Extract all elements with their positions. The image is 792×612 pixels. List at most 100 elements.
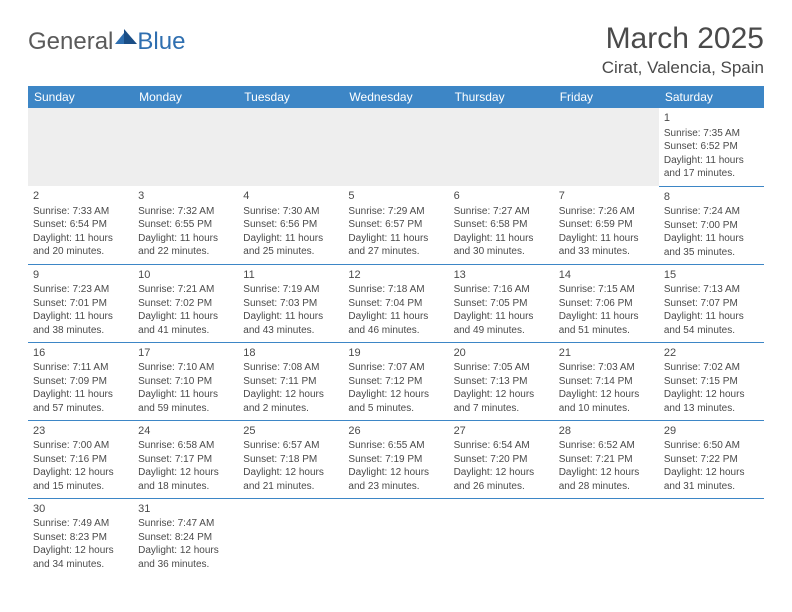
sunset: Sunset: 7:02 PM	[138, 297, 233, 311]
weekday-header: Sunday	[28, 86, 133, 108]
day-number: 7	[559, 189, 654, 204]
page-title: March 2025	[602, 22, 764, 56]
calendar-day: 16Sunrise: 7:11 AMSunset: 7:09 PMDayligh…	[28, 342, 133, 420]
sunrise: Sunrise: 7:03 AM	[559, 361, 654, 375]
calendar-week: 16Sunrise: 7:11 AMSunset: 7:09 PM Dayligh…	[28, 342, 764, 420]
daylight: Daylight: 11 hours and 38 minutes.	[33, 310, 128, 337]
daylight: Daylight: 12 hours and 31 minutes.	[664, 466, 759, 493]
daylight: Daylight: 12 hours and 36 minutes.	[138, 544, 233, 571]
calendar-day: 27Sunrise: 6:54 AMSunset: 7:20 PMDayligh…	[449, 420, 554, 498]
calendar-week: 2Sunrise: 7:33 AMSunset: 6:54 PMDaylight…	[28, 186, 764, 264]
calendar-page: General Blue March 2025 Cirat, Valencia,…	[0, 0, 792, 576]
calendar-day: 20Sunrise: 7:05 AMSunset: 7:13 PMDayligh…	[449, 342, 554, 420]
daylight: Daylight: 11 hours and 27 minutes.	[348, 232, 443, 259]
day-number: 20	[454, 346, 549, 361]
calendar-day: 30Sunrise: 7:49 AMSunset: 8:23 PMDayligh…	[28, 498, 133, 576]
sunset: Sunset: 7:18 PM	[243, 453, 338, 467]
sunset: Sunset: 7:05 PM	[454, 297, 549, 311]
sunset: Sunset: 7:16 PM	[33, 453, 128, 467]
calendar-day: 6Sunrise: 7:27 AMSunset: 6:58 PMDaylight…	[449, 186, 554, 264]
calendar-week: 9Sunrise: 7:23 AMSunset: 7:01 PMDaylight…	[28, 264, 764, 342]
calendar-day-empty	[449, 498, 554, 576]
sunset: Sunset: 7:09 PM	[33, 375, 128, 389]
daylight: Daylight: 11 hours and 25 minutes.	[243, 232, 338, 259]
sunrise: Sunrise: 7:16 AM	[454, 283, 549, 297]
calendar-week: 30Sunrise: 7:49 AMSunset: 8:23 PMDayligh…	[28, 498, 764, 576]
calendar-day: 22Sunrise: 7:02 AMSunset: 7:15 PMDayligh…	[659, 342, 764, 420]
daylight: Daylight: 12 hours and 10 minutes.	[559, 388, 654, 415]
sunset: Sunset: 7:13 PM	[454, 375, 549, 389]
daylight: Daylight: 12 hours and 5 minutes.	[348, 388, 443, 415]
day-number: 13	[454, 268, 549, 283]
daylight: Daylight: 12 hours and 28 minutes.	[559, 466, 654, 493]
day-number: 29	[664, 424, 759, 439]
day-number: 10	[138, 268, 233, 283]
day-number: 22	[664, 346, 759, 361]
sunset: Sunset: 7:20 PM	[454, 453, 549, 467]
daylight: Daylight: 11 hours and 51 minutes.	[559, 310, 654, 337]
title-block: March 2025 Cirat, Valencia, Spain	[602, 22, 764, 78]
daylight: Daylight: 11 hours and 22 minutes.	[138, 232, 233, 259]
sunrise: Sunrise: 6:52 AM	[559, 439, 654, 453]
sunrise: Sunrise: 7:02 AM	[664, 361, 759, 375]
day-number: 2	[33, 189, 128, 204]
calendar-day: 8Sunrise: 7:24 AMSunset: 7:00 PMDaylight…	[659, 186, 764, 264]
location: Cirat, Valencia, Spain	[602, 58, 764, 78]
weekday-header: Friday	[554, 86, 659, 108]
daylight: Daylight: 11 hours and 49 minutes.	[454, 310, 549, 337]
sunset: Sunset: 8:23 PM	[33, 531, 128, 545]
day-number: 1	[664, 111, 759, 126]
sunrise: Sunrise: 7:07 AM	[348, 361, 443, 375]
calendar-day: 24Sunrise: 6:58 AMSunset: 7:17 PMDayligh…	[133, 420, 238, 498]
sunrise: Sunrise: 7:27 AM	[454, 205, 549, 219]
calendar-day: 21Sunrise: 7:03 AMSunset: 7:14 PMDayligh…	[554, 342, 659, 420]
daylight: Daylight: 11 hours and 33 minutes.	[559, 232, 654, 259]
day-number: 26	[348, 424, 443, 439]
sunrise: Sunrise: 7:13 AM	[664, 283, 759, 297]
daylight: Daylight: 12 hours and 15 minutes.	[33, 466, 128, 493]
daylight: Daylight: 12 hours and 2 minutes.	[243, 388, 338, 415]
calendar-day: 3Sunrise: 7:32 AMSunset: 6:55 PMDaylight…	[133, 186, 238, 264]
day-number: 4	[243, 189, 338, 204]
daylight: Daylight: 12 hours and 13 minutes.	[664, 388, 759, 415]
sunrise: Sunrise: 7:19 AM	[243, 283, 338, 297]
calendar-day-empty	[238, 108, 343, 186]
calendar-day: 10Sunrise: 7:21 AMSunset: 7:02 PMDayligh…	[133, 264, 238, 342]
weekday-header: Saturday	[659, 86, 764, 108]
weekday-header-row: Sunday Monday Tuesday Wednesday Thursday…	[28, 86, 764, 108]
daylight: Daylight: 12 hours and 23 minutes.	[348, 466, 443, 493]
calendar-day-empty	[28, 108, 133, 186]
calendar-day: 25Sunrise: 6:57 AMSunset: 7:18 PMDayligh…	[238, 420, 343, 498]
day-number: 19	[348, 346, 443, 361]
sunrise: Sunrise: 7:33 AM	[33, 205, 128, 219]
calendar-day: 23Sunrise: 7:00 AMSunset: 7:16 PMDayligh…	[28, 420, 133, 498]
sunset: Sunset: 7:11 PM	[243, 375, 338, 389]
sunset: Sunset: 7:04 PM	[348, 297, 443, 311]
sunset: Sunset: 7:07 PM	[664, 297, 759, 311]
day-number: 16	[33, 346, 128, 361]
day-number: 15	[664, 268, 759, 283]
calendar-day-empty	[133, 108, 238, 186]
day-number: 23	[33, 424, 128, 439]
calendar-day-empty	[659, 498, 764, 576]
day-number: 31	[138, 502, 233, 517]
weekday-header: Tuesday	[238, 86, 343, 108]
sunrise: Sunrise: 7:11 AM	[33, 361, 128, 375]
sunset: Sunset: 6:57 PM	[348, 218, 443, 232]
calendar-day: 26Sunrise: 6:55 AMSunset: 7:19 PMDayligh…	[343, 420, 448, 498]
daylight: Daylight: 12 hours and 7 minutes.	[454, 388, 549, 415]
sunrise: Sunrise: 7:49 AM	[33, 517, 128, 531]
daylight: Daylight: 11 hours and 17 minutes.	[664, 154, 759, 181]
sunset: Sunset: 7:12 PM	[348, 375, 443, 389]
sunset: Sunset: 7:22 PM	[664, 453, 759, 467]
sunrise: Sunrise: 7:10 AM	[138, 361, 233, 375]
daylight: Daylight: 12 hours and 26 minutes.	[454, 466, 549, 493]
daylight: Daylight: 11 hours and 54 minutes.	[664, 310, 759, 337]
calendar-day: 7Sunrise: 7:26 AMSunset: 6:59 PMDaylight…	[554, 186, 659, 264]
logo-text-1: General	[28, 28, 113, 56]
calendar-day: 29Sunrise: 6:50 AMSunset: 7:22 PMDayligh…	[659, 420, 764, 498]
daylight: Daylight: 11 hours and 46 minutes.	[348, 310, 443, 337]
logo-text-2: Blue	[137, 28, 185, 56]
sunset: Sunset: 7:03 PM	[243, 297, 338, 311]
calendar-day: 31Sunrise: 7:47 AMSunset: 8:24 PMDayligh…	[133, 498, 238, 576]
